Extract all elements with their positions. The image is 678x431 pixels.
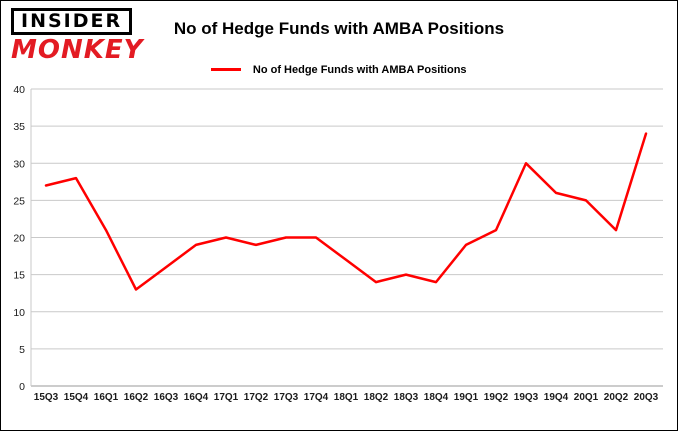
chart-title: No of Hedge Funds with AMBA Positions: [173, 19, 505, 38]
x-axis-tick-label: 18Q4: [424, 392, 449, 403]
legend-line-swatch: [211, 68, 242, 72]
x-axis-tick-label: 18Q1: [334, 392, 359, 403]
hedge-funds-line-chart: 0 5 10 15 20 25 30 35 40 15Q3 15Q4 16Q1 16Q2 16Q3 16Q4…: [13, 84, 663, 403]
x-axis-tick-label: 15Q3: [34, 392, 59, 403]
y-axis-tick-label: 40: [13, 84, 25, 96]
y-axis-tick-label: 0: [19, 381, 25, 393]
x-axis-tick-label: 19Q1: [454, 392, 479, 403]
x-axis-tick-label: 17Q3: [274, 392, 299, 403]
y-axis-tick-label: 10: [13, 307, 25, 319]
y-axis-tick-label: 25: [13, 195, 25, 207]
legend-label: No of Hedge Funds with AMBA Positions: [252, 63, 467, 76]
x-axis-tick-label: 15Q4: [64, 392, 89, 403]
logo-monkey-text: MONKEY: [11, 35, 144, 65]
x-axis-tick-label: 16Q4: [184, 392, 209, 403]
x-axis-tick-label: 17Q4: [304, 392, 329, 403]
x-axis-tick-label: 20Q2: [604, 392, 629, 403]
x-axis-tick-label: 19Q4: [544, 392, 569, 403]
x-axis-tick-label: 20Q1: [574, 392, 599, 403]
x-axis-tick-label: 18Q3: [394, 392, 419, 403]
x-axis-tick-label: 18Q2: [364, 392, 389, 403]
chart-legend: No of Hedge Funds with AMBA Positions: [1, 61, 677, 79]
x-axis-tick-label: 16Q3: [154, 392, 179, 403]
x-axis-tick-label: 16Q2: [124, 392, 149, 403]
x-axis-tick-label: 19Q3: [514, 392, 539, 403]
y-axis-tick-label: 15: [13, 270, 25, 282]
y-axis-tick-label: 30: [13, 158, 25, 170]
insider-monkey-logo: INSIDER MONKEY: [11, 8, 161, 63]
x-axis-tick-label: 16Q1: [94, 392, 119, 403]
logo-insider-text: INSIDER: [11, 8, 133, 35]
y-axis-tick-label: 35: [13, 121, 25, 133]
x-axis-tick-label: 17Q1: [214, 392, 239, 403]
y-axis-tick-label: 5: [19, 344, 25, 356]
series-line: [44, 132, 648, 291]
x-axis-tick-label: 20Q3: [634, 392, 659, 403]
x-axis-tick-label: 17Q2: [244, 392, 269, 403]
x-axis-tick-label: 19Q2: [484, 392, 509, 403]
y-axis-tick-label: 20: [13, 233, 25, 245]
